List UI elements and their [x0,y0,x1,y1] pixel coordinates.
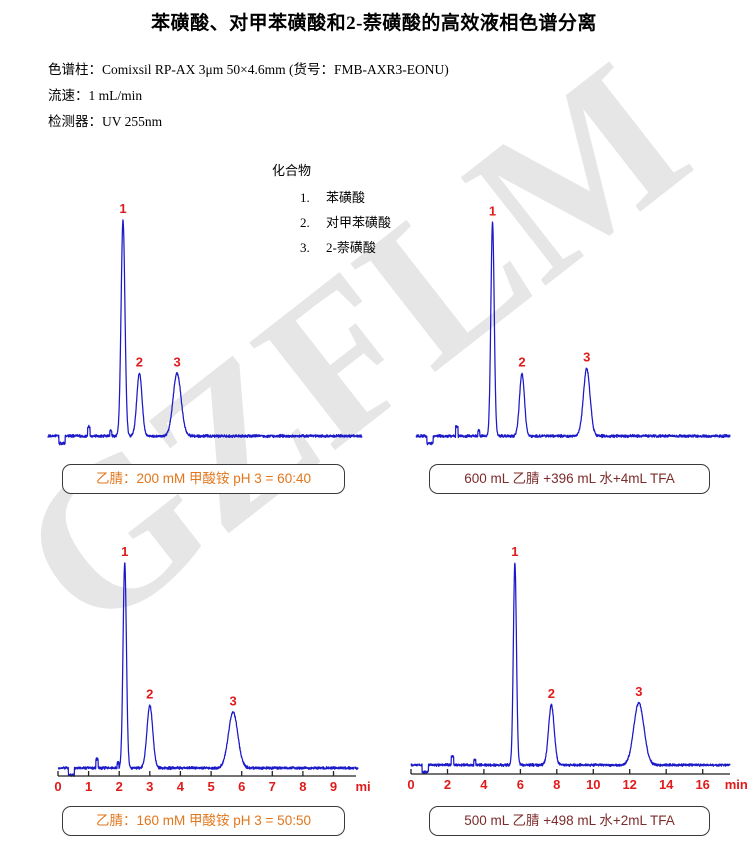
peak-label-3: 3 [635,684,642,699]
axis-unit-label: min [725,777,748,792]
peak-label-1: 1 [511,544,518,559]
compound-legend: 化合物 1. 苯磺酸 2. 对甲苯磺酸 3. 2-萘磺酸 [272,158,391,260]
peak-label-3: 3 [583,350,590,365]
column-label: 色谱柱： [48,62,102,77]
axis-tick-label: 5 [207,779,214,794]
axis-tick-label: 6 [517,777,524,792]
detector-label: 检测器： [48,114,102,129]
chromatogram-panel-top-left: 1 2 3 [40,180,370,450]
flow-value: 1 mL/min [88,88,143,103]
meta-row-detector: 检测器：UV 255nm [48,109,748,135]
page-title: 苯磺酸、对甲苯磺酸和2-萘磺酸的高效液相色谱分离 [151,13,597,34]
detector-value: UV 255nm [102,114,163,129]
chromatogram-panel-bottom-left: 1 2 3 0 1 2 3 4 5 6 7 8 9 min [40,515,370,800]
list-item: 2. 对甲苯磺酸 [300,210,391,235]
caption-bottom-right: 500 mL 乙腈 +498 mL 水+2mL TFA [429,806,710,836]
peak-label-1: 1 [119,201,126,216]
caption-bottom-left: 乙腈：160 mM 甲酸铵 pH 3 = 50:50 [62,806,345,836]
axis-tick-label: 2 [444,777,451,792]
peak-label-3: 3 [173,354,180,369]
axis-unit-label: min [356,779,371,794]
compound-name: 苯磺酸 [326,190,366,205]
axis-tick-label: 2 [116,779,123,794]
axis-tick-label: 4 [480,777,488,792]
axis-tick-label: 0 [54,779,61,794]
peak-label-3: 3 [229,693,236,708]
chromatogram-panel-top-right: 1 2 3 [408,180,738,450]
axis-tick-label: 8 [299,779,306,794]
peak-label-2: 2 [136,354,143,369]
meta-row-flow: 流速：1 mL/min [48,83,748,109]
chromatogram-bottom-right: 12 30 2 4 6 8 10 12 14 16 min [407,544,748,792]
chromatogram-bottom-left: 1 2 3 0 1 2 3 4 5 6 7 8 9 min [54,544,371,794]
compound-name: 2-萘磺酸 [326,240,376,255]
peak-label-2: 2 [548,686,555,701]
peak-label-2: 2 [146,687,153,702]
list-item: 3. 2-萘磺酸 [300,235,391,260]
axis-tick-label: 10 [586,777,600,792]
axis-tick-label: 14 [659,777,674,792]
compound-number: 2. [300,215,310,230]
axis-tick-label: 0 [407,777,414,792]
flow-label: 流速： [48,88,89,103]
meta-row-column: 色谱柱：Comixsil RP-AX 3μm 50×4.6mm (货号：FMB-… [48,57,748,83]
compound-number: 3. [300,240,310,255]
compound-list: 1. 苯磺酸 2. 对甲苯磺酸 3. 2-萘磺酸 [272,185,391,260]
compound-number: 1. [300,190,310,205]
axis-tick-label: 9 [330,779,337,794]
chromatogram-top-left: 1 2 3 [47,201,363,446]
column-value: Comixsil RP-AX 3μm 50×4.6mm (货号：FMB-AXR3… [102,62,449,77]
axis-tick-label: 8 [553,777,560,792]
axis-tick-label: 12 [622,777,636,792]
peak-label-1: 1 [489,204,496,219]
axis-tick-label: 6 [238,779,245,794]
caption-top-right: 600 mL 乙腈 +396 mL 水+4mL TFA [429,464,710,494]
compound-name: 对甲苯磺酸 [326,215,392,230]
peak-label-1: 1 [121,544,128,559]
axis-tick-label: 16 [695,777,709,792]
peak-label-2: 2 [518,354,525,369]
axis-tick-label: 3 [146,779,153,794]
chromatogram-top-right: 1 2 3 [415,204,731,446]
list-item: 1. 苯磺酸 [300,185,391,210]
compound-legend-heading: 化合物 [272,163,312,178]
axis-tick-label: 7 [269,779,276,794]
caption-top-left: 乙腈：200 mM 甲酸铵 pH 3 = 60:40 [62,464,345,494]
axis-tick-label: 4 [177,779,185,794]
method-parameters: 色谱柱：Comixsil RP-AX 3μm 50×4.6mm (货号：FMB-… [0,57,748,135]
chromatogram-panel-bottom-right: 1 2 3 0 2 4 6 8 10 12 14 16 min [400,515,748,800]
axis-tick-label: 1 [85,779,92,794]
